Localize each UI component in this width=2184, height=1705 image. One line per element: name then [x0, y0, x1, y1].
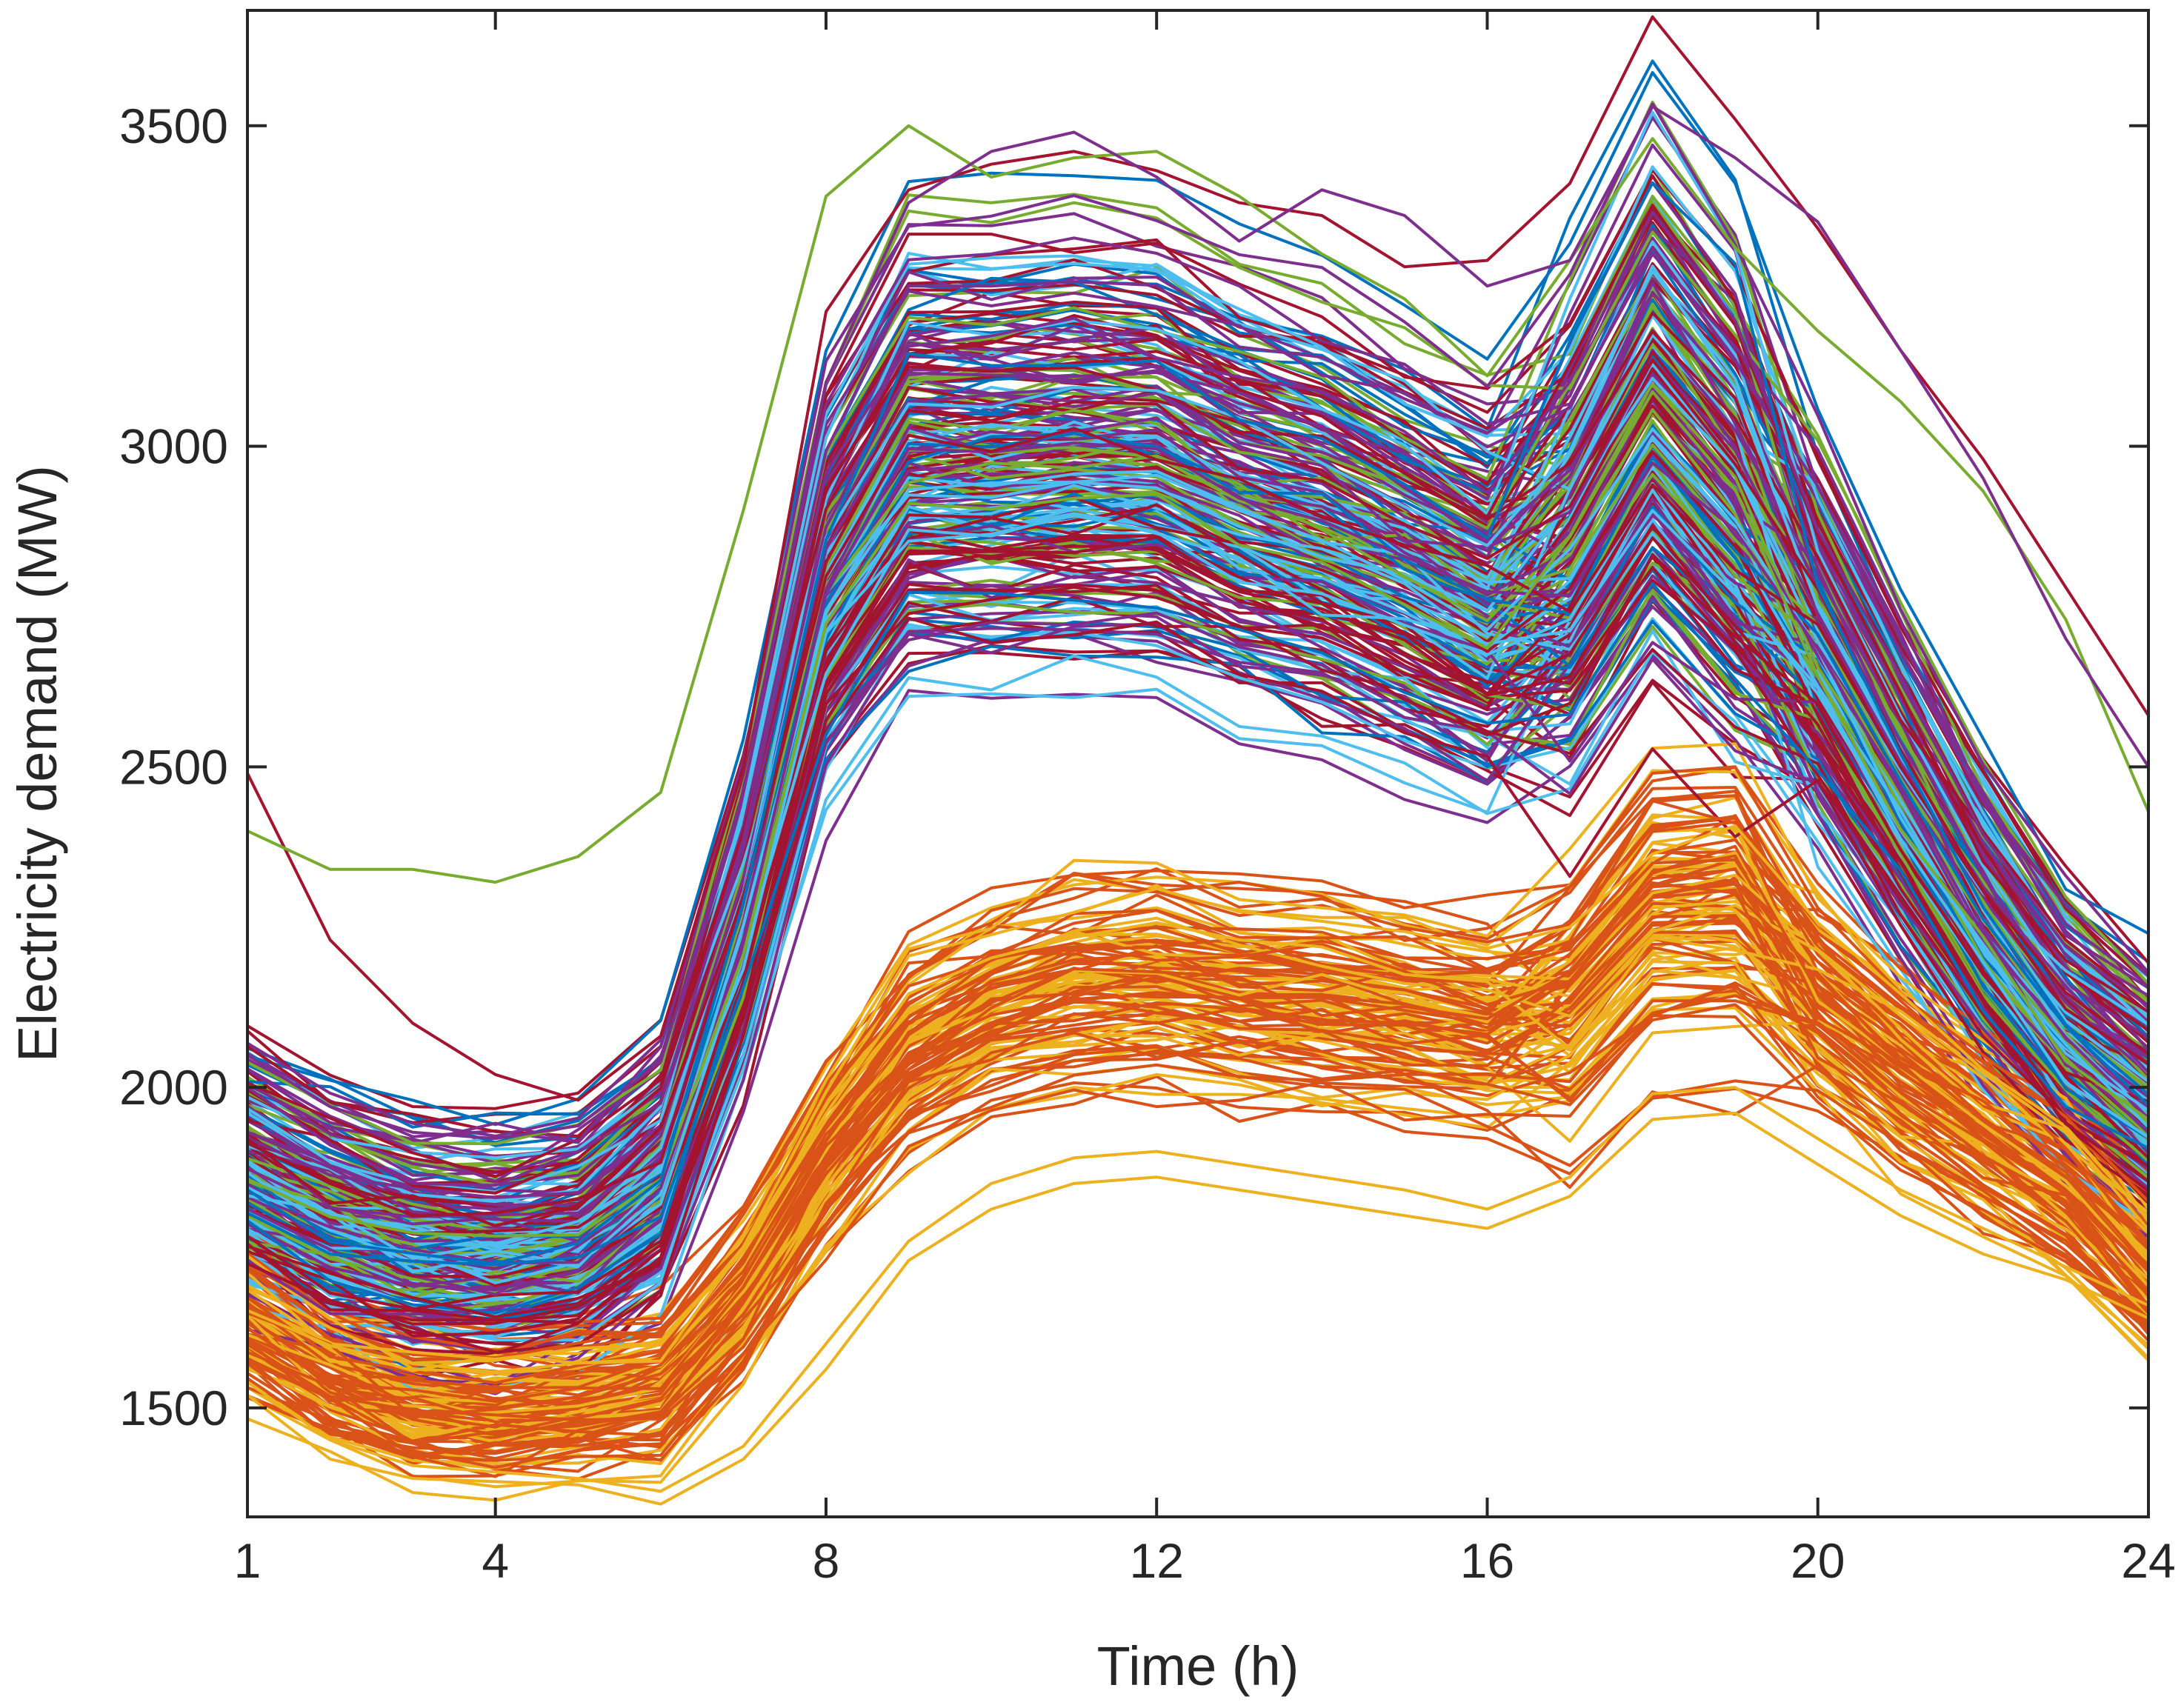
series-line-245: [247, 71, 2148, 1127]
series-line-352: [247, 982, 2148, 1445]
y-tick-label: 3500: [119, 99, 228, 153]
series-line-348: [247, 881, 2148, 1418]
series-lines: [247, 15, 2148, 1506]
series-line-357: [247, 210, 2148, 1187]
series-line-307: [247, 969, 2148, 1440]
series-line-129: [247, 956, 2148, 1466]
series-line-317: [247, 442, 2148, 1356]
x-tick-label: 16: [1460, 1533, 1514, 1588]
series-line-366: [247, 15, 2148, 1102]
series-line-361: [247, 427, 2148, 1218]
x-tick-label: 8: [813, 1533, 840, 1588]
x-axis-title: Time (h): [1097, 1635, 1299, 1697]
series-line-278: [247, 765, 2148, 1354]
series-line-179: [247, 766, 2148, 1333]
series-line-256: [247, 992, 2148, 1436]
series-line-365: [247, 1014, 2148, 1460]
series-line-331: [247, 330, 2148, 1178]
series-line-358: [247, 441, 2148, 1265]
series-line-310: [247, 246, 2148, 1178]
x-tick-label: 20: [1791, 1533, 1845, 1588]
series-line-330: [247, 820, 2148, 1360]
series-line-233: [247, 239, 2148, 1201]
axes: 1 4 8 12 16 20 24 1500 2000 2500 3000 3500: [119, 9, 2176, 1588]
series-line-346: [247, 204, 2148, 1195]
series-line-353: [247, 921, 2148, 1374]
x-tick-label: 12: [1130, 1533, 1184, 1588]
series-line-354: [247, 102, 2148, 1138]
series-line-335: [247, 553, 2148, 1318]
series-line-362: [247, 390, 2148, 1238]
series-line-309: [247, 524, 2148, 1311]
series-line-364: [247, 181, 2148, 1266]
series-line-247: [247, 100, 2148, 1168]
series-line-217: [247, 829, 2148, 1361]
series-line-311: [247, 438, 2148, 1280]
series-line-295: [247, 1063, 2148, 1469]
x-tick-label: 24: [2121, 1533, 2175, 1588]
series-line-321: [247, 524, 2148, 1218]
series-line-360: [247, 581, 2148, 1267]
series-line-316: [247, 376, 2148, 1160]
series-line-359: [247, 481, 2148, 1261]
series-line-276: [247, 168, 2148, 1138]
series-line-272: [247, 794, 2148, 1352]
series-line-347: [247, 998, 2148, 1424]
series-line-342: [247, 1003, 2148, 1462]
series-line-368: [247, 104, 2148, 1141]
series-line-230: [247, 499, 2148, 1342]
series-line-345: [247, 264, 2148, 1274]
plot-frame: [246, 9, 2150, 1518]
series-line-351: [247, 888, 2148, 1478]
series-line-327: [247, 799, 2148, 1389]
y-axis-title: Electricity demand (MW): [7, 465, 68, 1062]
series-line-326: [247, 873, 2148, 1372]
series-line-274: [247, 858, 2148, 1423]
series-line-370: [247, 1086, 2148, 1493]
y-tick-label: 1500: [119, 1381, 228, 1435]
series-line-318: [247, 328, 2148, 1223]
series-line-314: [247, 827, 2148, 1414]
series-line-207: [247, 227, 2148, 1144]
series-line-227: [247, 1006, 2148, 1489]
series-line-337: [247, 236, 2148, 1145]
series-line-32: [247, 653, 2148, 1395]
series-line-356: [247, 844, 2148, 1404]
series-line-333: [247, 535, 2148, 1235]
series-line-325: [247, 110, 2148, 1252]
series-line-367: [247, 124, 2148, 884]
y-tick-label: 2500: [119, 739, 228, 794]
series-line-369: [247, 1111, 2148, 1506]
y-tick-label: 3000: [119, 419, 228, 474]
series-line-114: [247, 1075, 2148, 1473]
x-tick-label: 4: [482, 1533, 509, 1588]
y-tick-label: 2000: [119, 1060, 228, 1115]
x-tick-label: 1: [234, 1533, 262, 1588]
